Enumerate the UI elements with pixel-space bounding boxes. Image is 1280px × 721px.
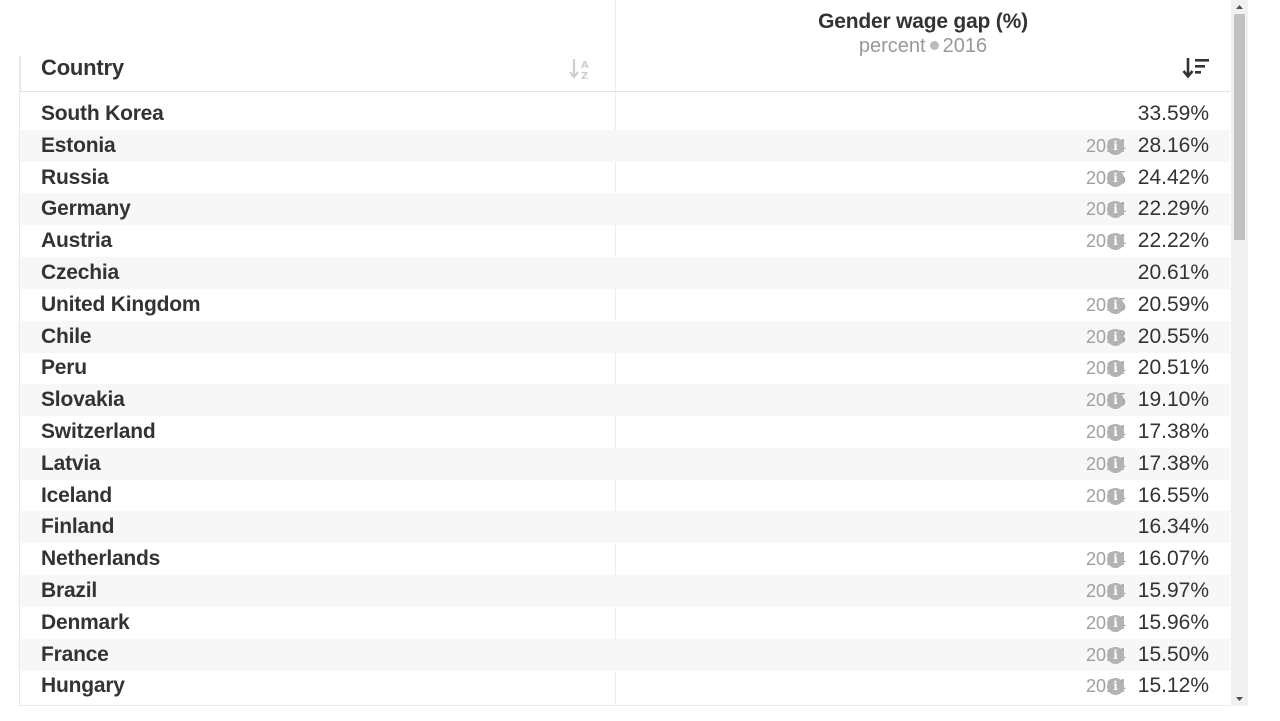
gap-value: 15.96%	[1137, 610, 1209, 634]
country-name: Brazil	[41, 579, 97, 602]
table-row: Austria 2014 i 22.22%	[20, 225, 1230, 257]
gap-value: 17.38%	[1137, 451, 1209, 475]
gap-value: 16.55%	[1137, 483, 1209, 507]
info-icon[interactable]: i	[1107, 169, 1124, 187]
table-row: Brazil 2014 i 15.97%	[20, 575, 1230, 607]
info-icon[interactable]: i	[1107, 551, 1124, 569]
table-bottom-border	[20, 705, 1230, 706]
country-name: Germany	[41, 197, 131, 221]
table-row: Switzerland 2014 i 17.38%	[20, 416, 1230, 448]
metric-column-header[interactable]: Gender wage gap (%)	[818, 10, 1028, 33]
country-name: Denmark	[41, 610, 130, 634]
table-row: Denmark 2014 i 15.96%	[20, 607, 1230, 639]
table-row: Estonia 2014 i 28.16%	[20, 129, 1230, 162]
table-row: Slovakia 2015 i 19.10%	[20, 384, 1230, 417]
country-name: United Kingdom	[41, 292, 201, 316]
gap-value: 15.97%	[1137, 579, 1209, 602]
info-icon[interactable]: i	[1107, 233, 1124, 251]
table-row: Peru 2014 i 20.51%	[20, 352, 1230, 384]
table-row: Germany 2014 i 22.29%	[20, 193, 1230, 226]
header-divider	[20, 91, 1230, 92]
table-row: Czechia 20.61%	[20, 257, 1230, 289]
country-name: Hungary	[41, 674, 125, 698]
gap-value: 16.34%	[1137, 515, 1209, 539]
gap-value: 20.59%	[1137, 292, 1209, 316]
metric-unit: percent	[858, 35, 926, 57]
gap-value: 28.16%	[1137, 133, 1209, 157]
scroll-down-arrow-icon[interactable]	[1231, 692, 1248, 706]
gap-value: 20.51%	[1137, 356, 1209, 380]
sort-alpha-icon[interactable]: A Z	[568, 56, 596, 82]
table-row: Russia 2015 i 24.42%	[20, 162, 1230, 194]
country-name: Finland	[41, 515, 115, 539]
gap-value: 17.38%	[1137, 420, 1209, 443]
gap-value: 22.29%	[1137, 197, 1209, 221]
separator-dot	[929, 41, 939, 51]
country-name: Peru	[41, 356, 87, 380]
table-row: Hungary 2014 i 15.12%	[20, 670, 1230, 702]
info-icon[interactable]: i	[1107, 137, 1124, 155]
column-divider	[615, 0, 616, 706]
country-name: Latvia	[41, 451, 101, 475]
gap-value: 15.50%	[1137, 642, 1209, 666]
info-icon[interactable]: i	[1107, 296, 1124, 314]
gap-value: 22.22%	[1137, 229, 1209, 253]
gap-value: 20.61%	[1137, 261, 1209, 284]
info-icon[interactable]: i	[1107, 328, 1124, 346]
svg-text:Z: Z	[581, 71, 588, 82]
gap-value: 24.42%	[1137, 165, 1209, 189]
info-icon[interactable]: i	[1107, 678, 1124, 696]
table-left-border	[19, 56, 20, 706]
gap-value: 15.12%	[1137, 674, 1209, 698]
country-name: Switzerland	[41, 420, 156, 443]
country-name: South Korea	[41, 102, 164, 125]
info-icon[interactable]: i	[1107, 614, 1124, 632]
country-header-cell	[20, 56, 144, 92]
gap-value: 19.10%	[1137, 388, 1209, 412]
table-row: Latvia 2014 i 17.38%	[20, 447, 1230, 480]
info-icon[interactable]: i	[1107, 455, 1124, 473]
metric-subheader: percent 2016	[616, 35, 1230, 58]
svg-text:A: A	[581, 60, 589, 71]
gap-value: 16.07%	[1137, 547, 1209, 571]
table-row: Finland 16.34%	[20, 511, 1230, 544]
country-name: Czechia	[41, 261, 119, 284]
country-name: Chile	[41, 324, 92, 348]
country-name: Estonia	[41, 133, 116, 157]
country-name: Iceland	[41, 483, 112, 507]
country-name: Slovakia	[41, 388, 125, 412]
metric-year: 2016	[942, 35, 988, 57]
table-row: Netherlands 2014 i 16.07%	[20, 543, 1230, 575]
country-name: Austria	[41, 229, 112, 253]
table-row: South Korea 33.59%	[20, 98, 1230, 130]
country-name: Netherlands	[41, 547, 161, 571]
table-row: United Kingdom 2015 i 20.59%	[20, 289, 1230, 321]
sort-descending-icon[interactable]	[1181, 55, 1211, 81]
info-icon[interactable]: i	[1107, 646, 1124, 664]
table-row: Chile 2013 i 20.55%	[20, 320, 1230, 353]
table-row: Iceland 2014 i 16.55%	[20, 480, 1230, 512]
info-icon[interactable]: i	[1107, 487, 1124, 505]
info-icon[interactable]: i	[1107, 360, 1124, 378]
info-icon[interactable]: i	[1107, 392, 1124, 410]
info-icon[interactable]: i	[1107, 201, 1124, 219]
info-icon[interactable]: i	[1107, 583, 1124, 600]
gap-value: 20.55%	[1137, 324, 1209, 348]
country-name: France	[41, 642, 109, 666]
table-row: France 2014 i 15.50%	[20, 638, 1230, 671]
scroll-up-arrow-icon[interactable]	[1231, 0, 1248, 14]
country-name: Russia	[41, 165, 109, 189]
country-column-header[interactable]: Country	[41, 55, 124, 80]
info-icon[interactable]: i	[1107, 424, 1124, 441]
gap-value: 33.59%	[1137, 102, 1209, 125]
scrollbar-thumb[interactable]	[1234, 14, 1245, 240]
